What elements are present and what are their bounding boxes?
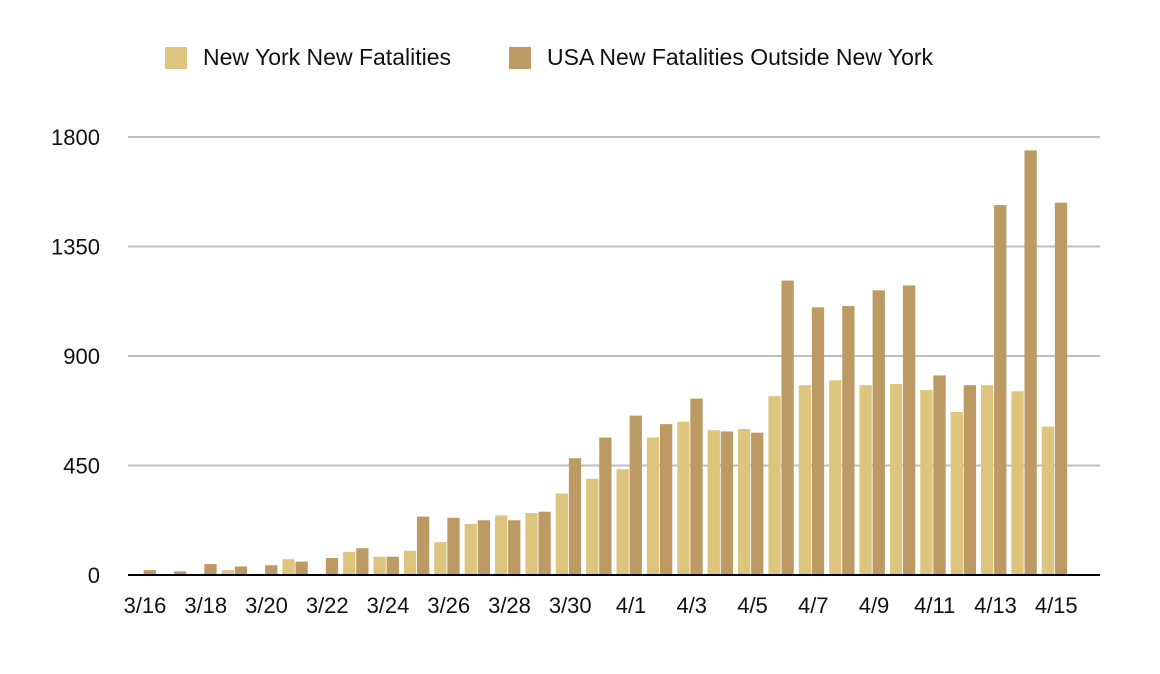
- bar-new-york: [1041, 426, 1055, 575]
- bar-usa-outside-ny: [325, 557, 339, 575]
- bar-usa-outside-ny: [751, 432, 764, 575]
- x-tick-label: 3/20: [245, 593, 288, 618]
- y-tick-label: 0: [88, 563, 100, 588]
- bar-usa-outside-ny: [173, 571, 187, 575]
- bar-usa-outside-ny: [538, 511, 551, 575]
- bar-usa-outside-ny: [386, 556, 399, 575]
- bar-new-york: [981, 385, 994, 575]
- bar-usa-outside-ny: [811, 307, 825, 575]
- legend-swatch-usa-outside-ny: [509, 46, 531, 69]
- bar-usa-outside-ny: [1054, 202, 1068, 575]
- bar-new-york: [889, 383, 903, 575]
- bar-new-york: [859, 385, 872, 575]
- bar-usa-outside-ny: [659, 424, 673, 575]
- bar-new-york: [738, 429, 751, 575]
- bar-usa-outside-ny: [629, 415, 642, 575]
- bar-usa-outside-ny: [781, 280, 794, 575]
- bar-new-york: [373, 556, 386, 575]
- bar-usa-outside-ny: [295, 561, 308, 575]
- bar-new-york: [829, 380, 842, 575]
- bar-new-york: [768, 396, 781, 575]
- x-tick-label: 3/28: [488, 593, 531, 618]
- bar-new-york: [434, 542, 447, 575]
- bar-new-york: [221, 570, 234, 575]
- bar-new-york: [555, 493, 569, 575]
- bar-usa-outside-ny: [1024, 150, 1037, 575]
- bar-usa-outside-ny: [842, 306, 855, 575]
- x-tick-label: 4/7: [798, 593, 829, 618]
- bar-usa-outside-ny: [265, 565, 278, 575]
- bar-new-york: [464, 523, 477, 575]
- legend-item-new-york: New York New Fatalities: [165, 44, 451, 71]
- bar-usa-outside-ny: [447, 517, 460, 575]
- bar-usa-outside-ny: [477, 520, 491, 575]
- x-tick-label: 3/18: [184, 593, 227, 618]
- x-tick-label: 4/13: [974, 593, 1017, 618]
- x-tick-label: 4/15: [1035, 593, 1078, 618]
- bar-usa-outside-ny: [599, 437, 612, 575]
- y-tick-label: 450: [63, 454, 100, 479]
- bar-new-york: [586, 478, 599, 575]
- bar-usa-outside-ny: [690, 398, 703, 575]
- x-tick-label: 4/5: [737, 593, 768, 618]
- bar-usa-outside-ny: [356, 548, 369, 575]
- x-tick-label: 4/9: [859, 593, 890, 618]
- x-tick-label: 4/1: [616, 593, 647, 618]
- bar-usa-outside-ny: [568, 458, 582, 575]
- bar-usa-outside-ny: [963, 385, 977, 575]
- legend-label-new-york: New York New Fatalities: [203, 44, 451, 70]
- x-tick-label: 3/22: [306, 593, 349, 618]
- y-tick-label: 1800: [51, 125, 100, 150]
- x-tick-label: 4/3: [676, 593, 707, 618]
- bar-usa-outside-ny: [902, 285, 916, 575]
- legend-label-usa-outside-ny: USA New Fatalities Outside New York: [547, 44, 934, 70]
- bar-usa-outside-ny: [508, 520, 521, 575]
- bar-new-york: [616, 469, 629, 575]
- legend: New York New Fatalities USA New Fataliti…: [165, 44, 991, 71]
- bar-new-york: [920, 390, 933, 575]
- bar-new-york: [282, 559, 295, 575]
- bar-usa-outside-ny: [416, 516, 430, 575]
- bar-new-york: [343, 551, 356, 575]
- legend-swatch-new-york: [165, 46, 187, 69]
- bar-new-york: [798, 385, 812, 575]
- bar-usa-outside-ny: [204, 564, 217, 575]
- bar-usa-outside-ny: [143, 570, 156, 575]
- bar-new-york: [677, 421, 690, 575]
- bar-new-york: [1011, 391, 1024, 575]
- bar-usa-outside-ny: [720, 431, 734, 575]
- bar-usa-outside-ny: [994, 205, 1007, 575]
- x-tick-label: 3/26: [427, 593, 470, 618]
- bar-new-york: [646, 437, 660, 575]
- bar-new-york: [495, 515, 508, 575]
- x-tick-label: 3/30: [549, 593, 592, 618]
- legend-item-usa-outside-ny: USA New Fatalities Outside New York: [509, 44, 933, 71]
- x-tick-label: 3/16: [124, 593, 167, 618]
- y-tick-label: 1350: [51, 235, 100, 260]
- bar-new-york: [403, 550, 417, 575]
- x-tick-label: 4/11: [914, 593, 955, 618]
- bar-usa-outside-ny: [933, 375, 946, 575]
- x-tick-label: 3/24: [367, 593, 410, 618]
- bar-new-york: [707, 430, 720, 575]
- bar-new-york: [525, 512, 538, 575]
- bar-new-york: [950, 411, 963, 575]
- y-tick-label: 900: [63, 344, 100, 369]
- bar-usa-outside-ny: [234, 566, 248, 575]
- bar-usa-outside-ny: [872, 290, 885, 575]
